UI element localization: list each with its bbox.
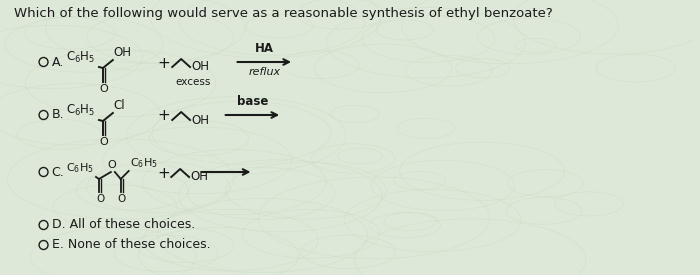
Text: HA: HA [255, 42, 274, 55]
Text: +: + [157, 109, 169, 123]
Text: O: O [100, 137, 108, 147]
Text: $\mathsf{C_6H_5}$: $\mathsf{C_6H_5}$ [130, 156, 158, 170]
Text: Which of the following would serve as a reasonable synthesis of ethyl benzoate?: Which of the following would serve as a … [14, 7, 552, 20]
Text: $\mathsf{C_6H_5}$: $\mathsf{C_6H_5}$ [66, 50, 96, 65]
Text: D. All of these choices.: D. All of these choices. [52, 219, 196, 232]
Text: O: O [100, 84, 108, 94]
Text: OH: OH [114, 46, 132, 59]
Text: C.: C. [52, 166, 64, 178]
Text: OH: OH [191, 60, 209, 73]
Text: Cl: Cl [114, 99, 125, 112]
Text: B.: B. [52, 109, 64, 122]
Text: +: + [157, 56, 169, 70]
Text: OH: OH [190, 170, 208, 183]
Text: base: base [237, 95, 268, 108]
Text: $\mathsf{C_6H_5}$: $\mathsf{C_6H_5}$ [66, 103, 96, 118]
Text: O: O [118, 194, 126, 204]
Text: A.: A. [52, 56, 64, 68]
Text: $\mathsf{C_6H_5}$: $\mathsf{C_6H_5}$ [66, 161, 94, 175]
Text: OH: OH [191, 114, 209, 126]
Text: reflux: reflux [248, 67, 281, 77]
Text: O: O [108, 160, 116, 170]
Text: O: O [96, 194, 104, 204]
Text: excess: excess [175, 77, 211, 87]
Text: E. None of these choices.: E. None of these choices. [52, 238, 211, 252]
Text: +: + [157, 166, 169, 180]
